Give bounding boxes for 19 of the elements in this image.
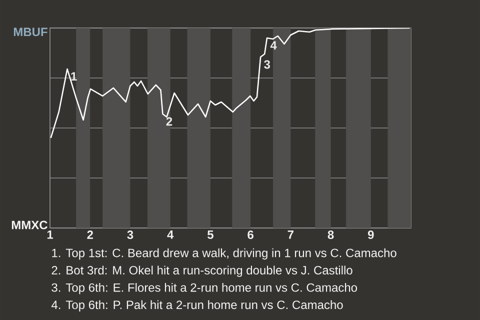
x-tick-label: 6 bbox=[248, 230, 254, 240]
x-tick-label: 1 bbox=[47, 230, 54, 239]
annotation: 1 bbox=[71, 72, 77, 80]
annotation: 2 bbox=[166, 117, 172, 126]
x-tick-label: 4 bbox=[167, 230, 174, 239]
text: MBUF bbox=[14, 28, 48, 36]
text: 2. Bot 3rd: M. Okel hit a run-scoring double vs J. Castillo bbox=[52, 266, 352, 277]
text: 3. Top 6th: E. Flores hit a 2-run home run vs C. Camacho bbox=[52, 283, 358, 294]
text: 1. Top 1st: C. Beard drew a walk, driving in 1 run vs C. Camacho bbox=[52, 248, 396, 260]
text: 4. Top 6th: P. Pak hit a 2-run home run vs C. Camacho bbox=[51, 300, 343, 312]
x-tick-label: 2 bbox=[87, 230, 93, 239]
x-tick-label: 5 bbox=[207, 230, 214, 239]
x-tick-label: 9 bbox=[368, 230, 374, 240]
annotation: 4 bbox=[270, 41, 277, 50]
text: MMXC bbox=[12, 220, 48, 230]
annotation: 3 bbox=[264, 60, 270, 69]
x-tick-label: 3 bbox=[127, 230, 134, 240]
x-tick-label: 8 bbox=[328, 230, 334, 240]
x-tick-label: 7 bbox=[288, 230, 294, 239]
